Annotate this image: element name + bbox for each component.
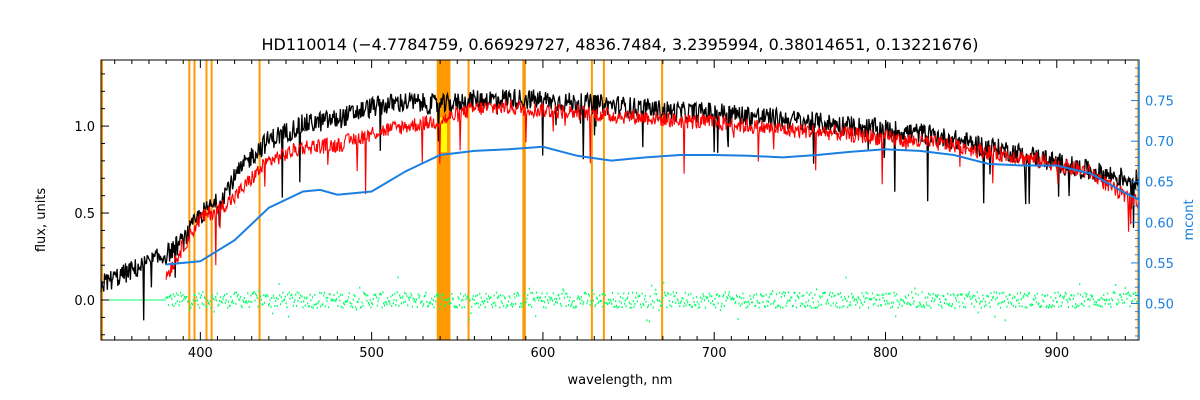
observed-line [100,88,1140,321]
y2-tick-label: 0.65 [1145,176,1174,191]
highlight-band [440,117,447,153]
y-tick-label: 1.0 [74,120,95,135]
masked-band-11 [661,60,664,340]
y-tick-label: 0.0 [74,294,95,309]
masked-band-10 [602,60,605,340]
residual-series [101,276,1140,323]
observed-series [100,88,1140,321]
chart-title: HD110014 (−4.7784759, 0.66929727, 4836.7… [262,35,979,54]
masked-band-0 [101,60,103,340]
x-tick-label: 500 [359,346,384,361]
masked-band-8 [522,60,526,340]
masked-band-5 [258,60,261,340]
y2-axis-label: mcont [1182,199,1197,240]
masked-band-1 [188,60,191,340]
x-tick-label: 400 [188,346,213,361]
y-axis: 0.0 0.5 1.0 [74,73,109,336]
y2-axis: 0.50 0.55 0.60 0.65 0.70 0.75 [1131,60,1174,340]
x-tick-label: 800 [873,346,898,361]
masked-band-9 [590,60,593,340]
continuum-series [166,145,1140,266]
masked-band-3 [205,60,208,340]
y-axis-label: flux, units [34,188,49,253]
y2-tick-label: 0.75 [1145,95,1174,110]
y2-tick-label: 0.70 [1145,135,1174,150]
masked-band-4 [210,60,213,340]
y2-tick-label: 0.50 [1145,297,1174,312]
masked-band-2 [193,60,196,340]
x-tick-label: 900 [1044,346,1069,361]
x-axis-label: wavelength, nm [568,373,673,388]
x-axis: 400 500 600 700 800 900 [114,60,1126,361]
y-tick-label: 0.5 [74,207,95,222]
x-tick-label: 600 [531,346,556,361]
continuum-line [166,145,1140,266]
model-series [165,99,1139,280]
y2-tick-label: 0.60 [1145,216,1174,231]
residual-line [165,276,1140,323]
masked-band-7 [467,60,470,340]
model-line [165,99,1139,280]
x-tick-label: 700 [702,346,727,361]
y2-tick-label: 0.55 [1145,257,1174,272]
